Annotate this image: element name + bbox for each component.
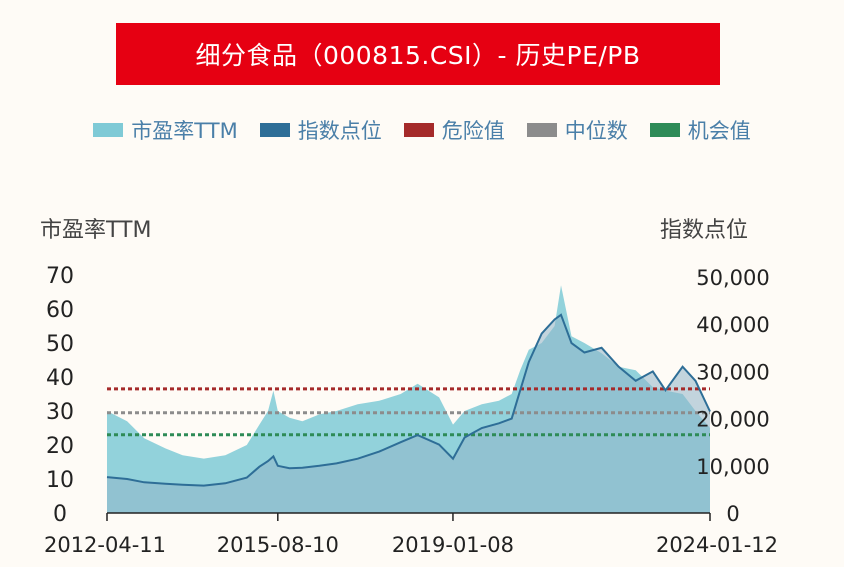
legend-label-pe: 市盈率TTM bbox=[131, 119, 238, 143]
right-tick-label: 20,000 bbox=[696, 408, 769, 432]
x-tick-label: 2015-08-10 bbox=[217, 533, 339, 557]
chart-legend: 市盈率TTM 指数点位 危险值 中位数 机会值 bbox=[0, 110, 844, 150]
left-tick-label: 60 bbox=[46, 298, 74, 323]
legend-swatch-pe bbox=[93, 123, 124, 137]
x-tick-label: 2024-01-12 bbox=[656, 533, 778, 557]
legend-label-danger: 危险值 bbox=[441, 119, 505, 143]
left-tick-label: 30 bbox=[46, 400, 74, 425]
legend-item-opportunity: 机会值 bbox=[649, 115, 751, 145]
right-tick-label: 0 bbox=[726, 502, 739, 526]
right-tick-label: 50,000 bbox=[696, 266, 769, 290]
x-tick-label: 2012-04-11 bbox=[44, 533, 166, 557]
left-tick-label: 50 bbox=[46, 332, 74, 357]
left-tick-label: 10 bbox=[46, 468, 74, 493]
right-axis-title: 指数点位 bbox=[660, 218, 748, 243]
left-tick-label: 70 bbox=[46, 264, 74, 289]
legend-label-opportunity: 机会值 bbox=[687, 119, 751, 143]
right-tick-label: 10,000 bbox=[696, 455, 769, 479]
right-tick-label: 30,000 bbox=[696, 360, 769, 384]
legend-swatch-median bbox=[526, 123, 557, 137]
legend-item-median: 中位数 bbox=[526, 115, 628, 145]
legend-swatch-danger bbox=[403, 123, 434, 137]
left-tick-label: 0 bbox=[53, 502, 67, 527]
legend-label-index: 指数点位 bbox=[297, 119, 382, 143]
left-axis-title: 市盈率TTM bbox=[40, 218, 151, 243]
legend-label-median: 中位数 bbox=[564, 119, 628, 143]
legend-swatch-opportunity bbox=[649, 123, 680, 137]
legend-item-pe: 市盈率TTM bbox=[93, 115, 238, 145]
x-tick-label: 2019-01-08 bbox=[392, 533, 514, 557]
index-line bbox=[106, 313, 711, 487]
legend-swatch-index bbox=[259, 123, 290, 137]
left-tick-label: 40 bbox=[46, 366, 74, 391]
right-tick-label: 40,000 bbox=[696, 313, 769, 337]
legend-item-danger: 危险值 bbox=[403, 115, 505, 145]
chart-title: 细分食品（000815.CSI）- 历史PE/PB bbox=[116, 23, 720, 85]
left-tick-label: 20 bbox=[46, 434, 74, 459]
legend-item-index: 指数点位 bbox=[259, 115, 382, 145]
index-shade-area bbox=[107, 314, 710, 513]
